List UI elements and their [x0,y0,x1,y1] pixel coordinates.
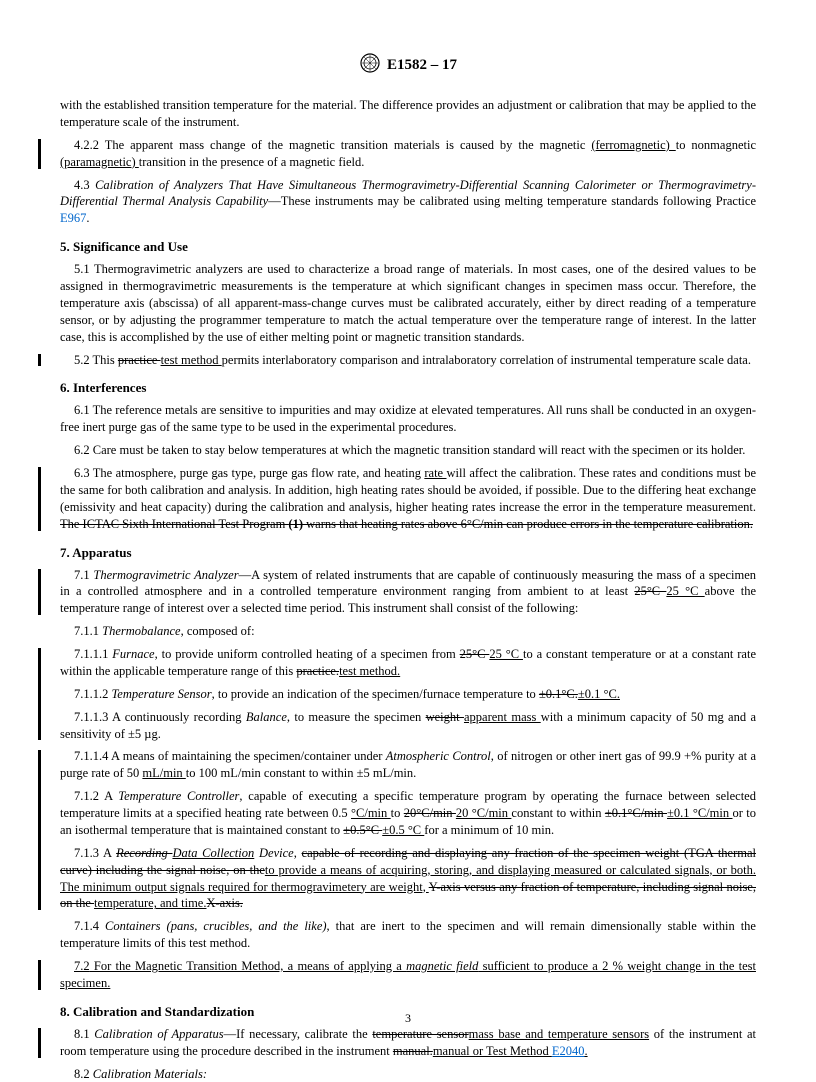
para-7-1-1-2: 7.1.1.2 Temperature Sensor, to provide a… [60,686,756,703]
page-number: 3 [0,1011,816,1026]
para-5-1: 5.1 Thermogravimetric analyzers are used… [60,261,756,345]
para-4-2-1-cont: with the established transition temperat… [60,97,756,131]
para-7-1-1-4: 7.1.1.4 A means of maintaining the speci… [60,748,756,782]
para-4-3: 4.3 Calibration of Analyzers That Have S… [60,177,756,228]
para-6-2: 6.2 Care must be taken to stay below tem… [60,442,756,459]
section-7-title: 7. Apparatus [60,545,756,561]
para-4-2-2: 4.2.2 The apparent mass change of the ma… [60,137,756,171]
para-7-1: 7.1 Thermogravimetric Analyzer—A system … [60,567,756,618]
astm-logo-icon [359,52,381,79]
para-7-1-4: 7.1.4 Containers (pans, crucibles, and t… [60,918,756,952]
link-e967[interactable]: E967 [60,211,86,225]
para-7-1-1-1: 7.1.1.1 Furnace, to provide uniform cont… [60,646,756,680]
page-header: E1582 – 17 [60,52,756,79]
section-5-title: 5. Significance and Use [60,239,756,255]
designation-text: E1582 – 17 [387,57,457,74]
para-6-1: 6.1 The reference metals are sensitive t… [60,402,756,436]
para-7-1-1-3: 7.1.1.3 A continuously recording Balance… [60,709,756,743]
para-7-1-3: 7.1.3 A Recording Data Collection Device… [60,845,756,913]
document-page: E1582 – 17 with the established transiti… [0,0,816,1056]
para-6-3: 6.3 The atmosphere, purge gas type, purg… [60,465,756,533]
para-7-2: 7.2 For the Magnetic Transition Method, … [60,958,756,992]
para-8-2: 8.2 Calibration Materials: [60,1066,756,1082]
para-7-1-1: 7.1.1 Thermobalance, composed of: [60,623,756,640]
para-7-1-2: 7.1.2 A Temperature Controller, capable … [60,788,756,839]
para-5-2: 5.2 This practice test method permits in… [60,352,756,369]
para-8-1: 8.1 Calibration of Apparatus—If necessar… [60,1026,756,1060]
section-6-title: 6. Interferences [60,380,756,396]
